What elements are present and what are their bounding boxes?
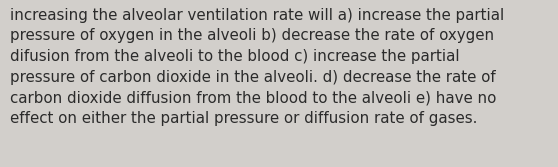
Text: increasing the alveolar ventilation rate will a) increase the partial
pressure o: increasing the alveolar ventilation rate… (10, 8, 504, 126)
